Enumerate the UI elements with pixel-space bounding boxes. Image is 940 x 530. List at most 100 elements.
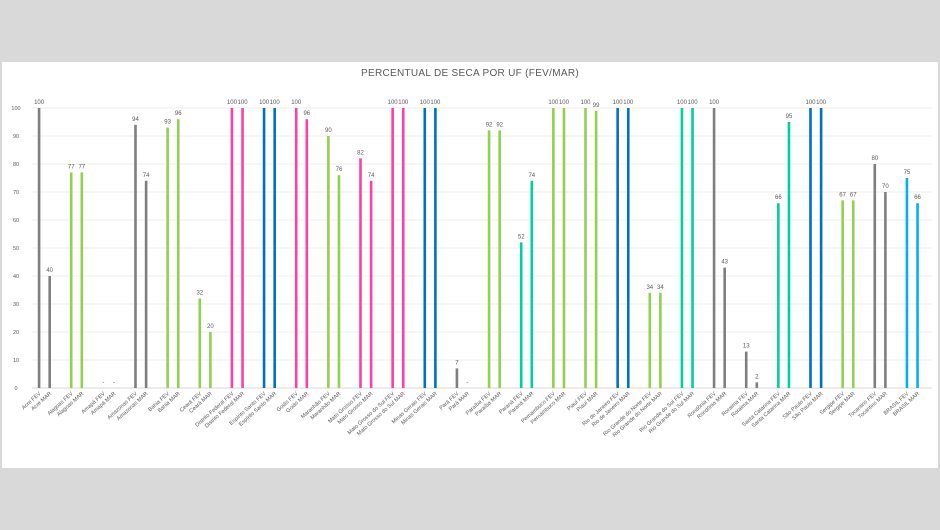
data-label: 20: [207, 324, 214, 330]
y-tick-label: 40: [13, 274, 19, 280]
data-label: 2: [755, 374, 759, 380]
data-label: 100: [816, 100, 827, 106]
bar: [241, 108, 244, 388]
bar: [659, 292, 662, 388]
data-label: 40: [46, 268, 53, 274]
bar: [616, 108, 619, 388]
bar: [369, 180, 373, 388]
data-label: 7: [455, 360, 459, 366]
y-tick-label: 10: [13, 358, 19, 364]
y-tick-label: 60: [13, 218, 19, 224]
data-label: 13: [743, 344, 750, 350]
bar: [176, 119, 180, 388]
bar: [48, 276, 51, 388]
data-label: 100: [548, 100, 559, 106]
bar: [744, 351, 748, 388]
bar: [455, 368, 459, 388]
data-label: 100: [580, 100, 591, 106]
bar: [487, 130, 491, 388]
y-tick-label: 0: [14, 386, 17, 392]
y-tick-label: 50: [13, 246, 19, 252]
bar: [230, 108, 234, 388]
data-label: 34: [657, 285, 664, 291]
bar: [905, 178, 909, 388]
data-label: 94: [132, 117, 139, 123]
data-label: 100: [259, 100, 270, 106]
y-tick-label: 20: [13, 330, 19, 336]
data-label: 93: [164, 120, 171, 126]
data-label: 100: [291, 100, 302, 106]
data-label: 74: [528, 173, 535, 179]
bar: [626, 108, 630, 388]
bar: [401, 108, 405, 388]
bar: [391, 108, 394, 388]
bar: [755, 382, 759, 388]
data-label: 90: [325, 128, 332, 134]
bar: [327, 136, 330, 388]
bar: [423, 108, 427, 388]
bar: [144, 180, 148, 388]
bar: [884, 192, 887, 388]
y-tick-label: 90: [13, 134, 19, 140]
data-label: 100: [398, 100, 409, 106]
data-label: 100: [430, 100, 441, 106]
bar: [648, 292, 652, 388]
data-label: 77: [68, 164, 75, 170]
bar: [273, 108, 276, 388]
data-label: 32: [196, 290, 203, 296]
data-label: 100: [677, 100, 688, 106]
data-label: 100: [688, 100, 699, 106]
bar: [498, 130, 501, 388]
data-label: 100: [227, 100, 238, 106]
data-label: 100: [34, 100, 45, 106]
data-label: 100: [805, 100, 816, 106]
bar: [712, 108, 716, 388]
data-label: -: [102, 380, 104, 386]
data-label: 74: [368, 173, 375, 179]
bar: [209, 332, 212, 388]
data-label: 100: [238, 100, 249, 106]
y-tick-label: 80: [13, 162, 19, 168]
slide-canvas: PERCENTUAL DE SECA POR UF (FEV/MAR) 0 10 2…: [2, 62, 938, 468]
bar: [359, 158, 362, 388]
bar: [262, 108, 266, 388]
data-label: 67: [850, 192, 857, 198]
data-label: 77: [78, 164, 85, 170]
bar: [916, 203, 919, 388]
bar: [777, 203, 780, 388]
bar: [519, 242, 523, 388]
bar: [294, 108, 298, 388]
bar: [530, 180, 534, 388]
y-tick-label: 100: [11, 106, 20, 112]
data-label: 99: [593, 103, 600, 109]
bar: [723, 267, 726, 388]
bar: [873, 164, 877, 388]
bar: [198, 298, 202, 388]
data-label: 82: [357, 150, 364, 156]
data-label: 100: [613, 100, 624, 106]
data-label: 66: [914, 195, 921, 201]
data-label: 70: [882, 184, 889, 190]
bar: [787, 122, 791, 388]
chart-title: PERCENTUAL DE SECA POR UF (FEV/MAR): [361, 68, 579, 79]
data-label: 96: [175, 111, 182, 117]
data-label: 80: [871, 156, 878, 162]
bar: [134, 124, 137, 389]
bar: [851, 200, 855, 388]
data-label: 95: [786, 114, 793, 120]
bar: [80, 172, 84, 388]
bar: [594, 110, 598, 389]
data-label: 76: [336, 167, 343, 173]
bar: [552, 108, 555, 388]
bar: [434, 108, 437, 388]
bar: [37, 108, 41, 388]
data-label: 67: [839, 192, 846, 198]
data-label: 43: [721, 260, 728, 266]
data-label: 100: [270, 100, 281, 106]
bar: [819, 108, 823, 388]
data-label: 100: [623, 100, 634, 106]
data-label: 92: [486, 122, 493, 128]
data-label: 75: [904, 170, 911, 176]
bar: [691, 108, 694, 388]
